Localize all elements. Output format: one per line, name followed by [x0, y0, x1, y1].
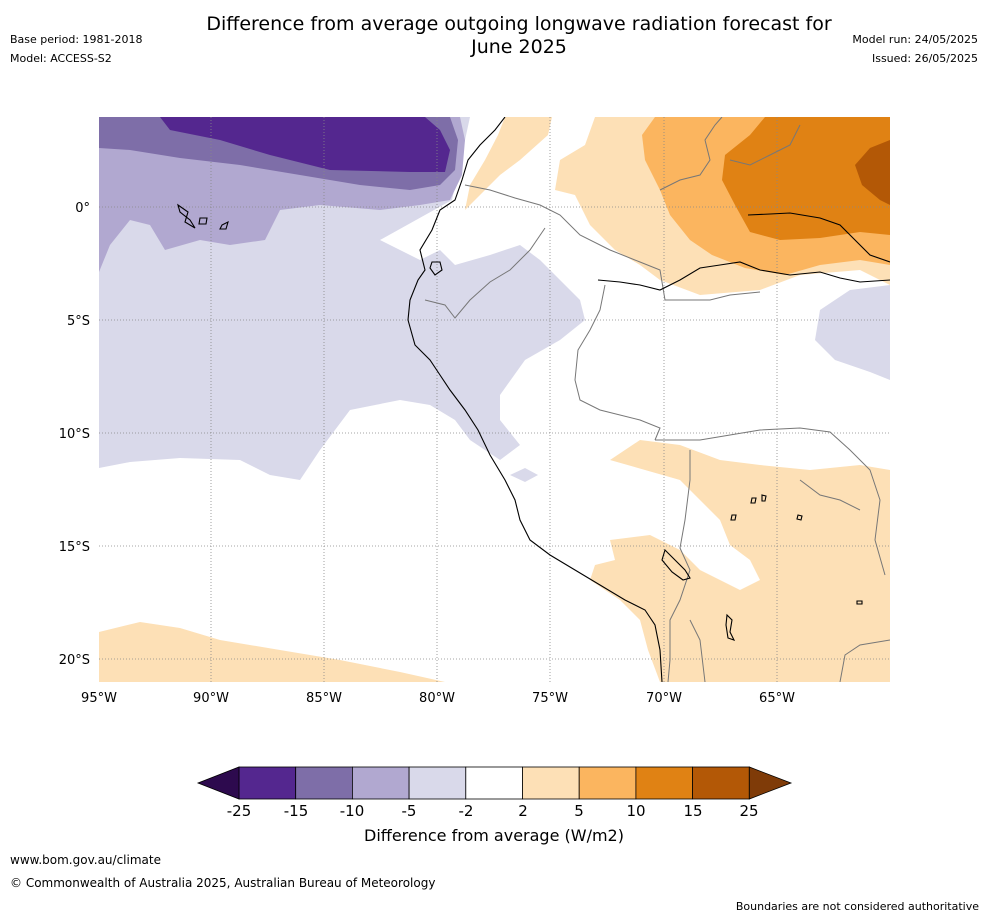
colorbar-swatch [408, 766, 467, 800]
colorbar-tick: 15 [683, 802, 702, 820]
anomaly-region-plus2-south [590, 440, 890, 682]
coastlines [177, 117, 890, 682]
colorbar-tick: 25 [739, 802, 758, 820]
footer-url: www.bom.gov.au/climate [10, 853, 161, 867]
colorbar-title: Difference from average (W/m2) [364, 826, 624, 845]
anomaly-region-minus5-east [815, 285, 890, 380]
colorbar-extend-low [196, 766, 240, 800]
lat-axis-labels: 0° 5°S 10°S 15°S 20°S [59, 201, 90, 668]
model-run-label: Model run: 24/05/2025 [852, 33, 978, 46]
forecast-map: 95°W 90°W 85°W 80°W 75°W 70°W 65°W 0° 5°… [59, 117, 890, 706]
colorbar-ticks: -25 -15 -10 -5 -2 2 5 10 15 25 [227, 802, 759, 820]
colorbar-tick: -15 [284, 802, 309, 820]
lat-label: 0° [75, 201, 90, 216]
base-period-label: Base period: 1981-2018 [10, 33, 143, 46]
colorbar-swatch [238, 766, 297, 800]
lon-label: 90°W [193, 691, 229, 706]
colorbar-swatch [351, 766, 410, 800]
colorbar-swatch [578, 766, 637, 800]
colorbar-swatch [635, 766, 694, 800]
colorbar-tick: 10 [626, 802, 645, 820]
lon-label: 95°W [81, 691, 117, 706]
colorbar-swatch [522, 766, 580, 800]
footer-note: Boundaries are not considered authoritat… [735, 900, 979, 913]
colorbar-tick: -25 [227, 802, 252, 820]
colorbar-extend-high [748, 766, 793, 800]
issued-label: Issued: 26/05/2025 [871, 52, 978, 65]
colorbar-swatch [465, 766, 523, 800]
lat-label: 15°S [59, 540, 90, 555]
colorbar-tick: -5 [402, 802, 417, 820]
model-label: Model: ACCESS-S2 [10, 52, 112, 65]
colorbar-swatches [196, 766, 793, 800]
gridlines [99, 117, 890, 682]
anomaly-region-plus2-sw [99, 622, 445, 682]
lon-label: 70°W [646, 691, 682, 706]
colorbar-swatch [295, 766, 353, 800]
lat-label: 5°S [67, 314, 90, 329]
colorbar-tick: -2 [459, 802, 474, 820]
anomaly-region-minus25 [160, 117, 450, 172]
anomaly-region-minus5-spot [510, 468, 538, 482]
colorbar-swatch [692, 766, 750, 800]
colorbar-tick: 2 [518, 802, 528, 820]
lat-label: 10°S [59, 427, 90, 442]
lon-label: 65°W [759, 691, 795, 706]
chart-title: Difference from average outgoing longwav… [206, 13, 832, 58]
anomaly-fill [99, 117, 890, 682]
country-borders [424, 117, 890, 682]
lon-label: 80°W [419, 691, 455, 706]
lon-label: 85°W [306, 691, 342, 706]
colorbar: -25 -15 -10 -5 -2 2 5 10 15 25 [196, 766, 793, 820]
meta-right: Model run: 24/05/2025 Issued: 26/05/2025 [852, 33, 978, 71]
lon-label: 75°W [532, 691, 568, 706]
anomaly-region-plus10 [722, 117, 890, 240]
colorbar-tick: -10 [340, 802, 365, 820]
colorbar-tick: 5 [574, 802, 584, 820]
lon-axis-labels: 95°W 90°W 85°W 80°W 75°W 70°W 65°W [81, 691, 795, 706]
meta-left: Base period: 1981-2018 Model: ACCESS-S2 [10, 33, 142, 71]
footer-copyright: © Commonwealth of Australia 2025, Austra… [10, 876, 436, 890]
anomaly-region-plus2-north [465, 117, 552, 210]
anomaly-region-plus15 [855, 140, 890, 205]
lat-label: 20°S [59, 653, 90, 668]
